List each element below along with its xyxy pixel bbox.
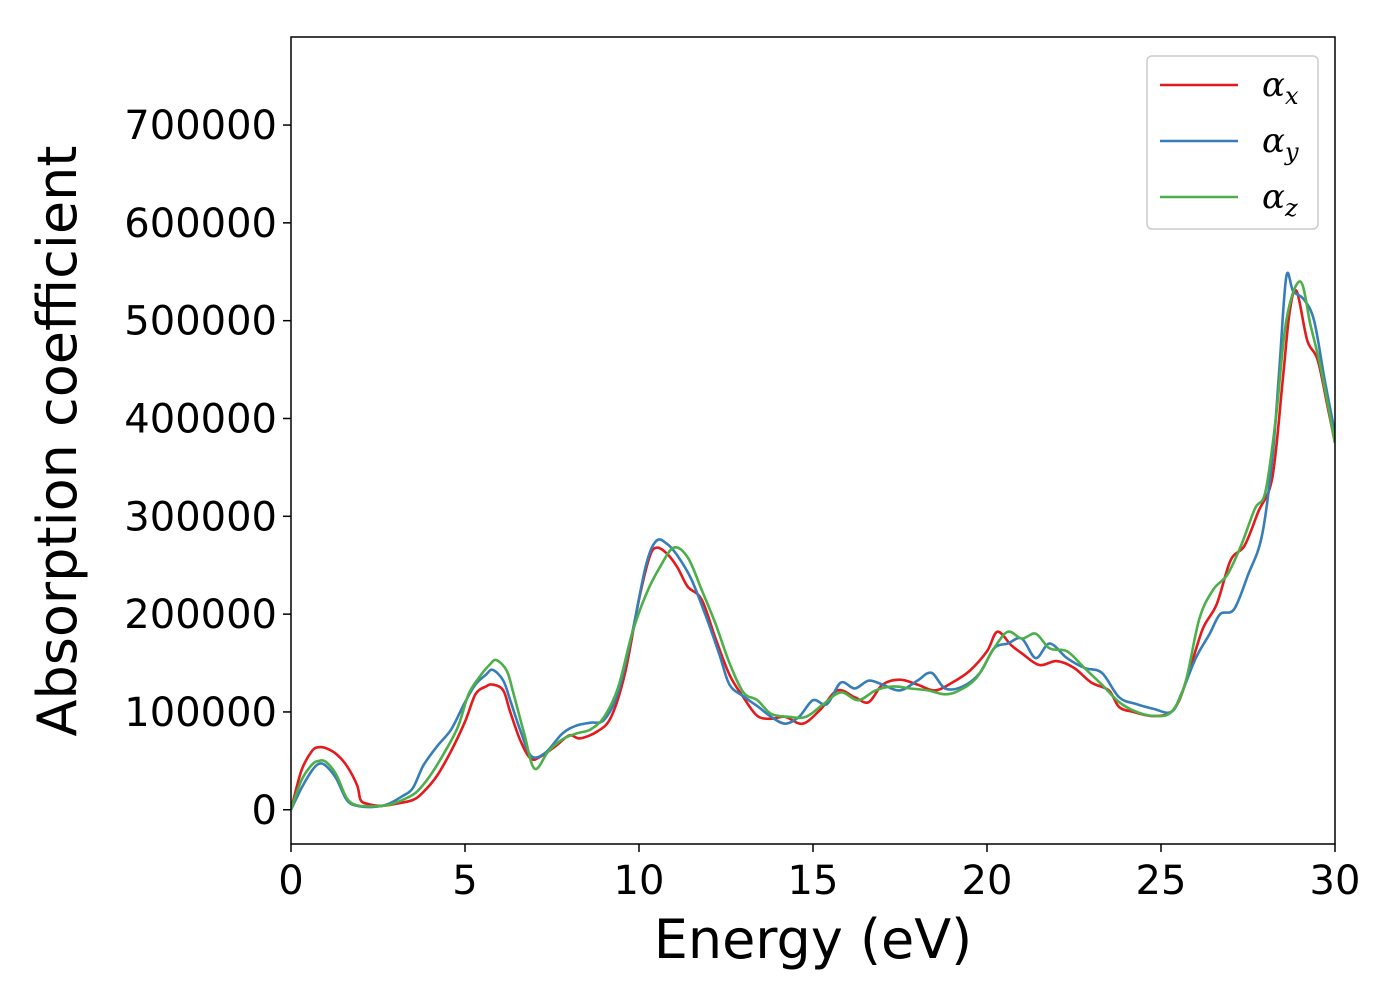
y-axis: 0 100000 200000 300000 400000 500000 600000 700… xyxy=(124,103,291,834)
series-line-alpha-z xyxy=(291,280,1335,811)
y-tick-label: 400000 xyxy=(124,396,277,442)
x-tick-label: 20 xyxy=(962,858,1013,904)
y-axis-label: Absorption coefficient xyxy=(26,146,89,737)
x-tick-label: 30 xyxy=(1310,858,1361,904)
y-tick-label: 100000 xyxy=(124,690,277,736)
legend-label-alpha-x: αx xyxy=(1262,65,1299,110)
y-tick-label: 300000 xyxy=(124,494,277,540)
x-tick-label: 25 xyxy=(1136,858,1187,904)
x-tick-label: 5 xyxy=(452,858,477,904)
y-tick-label: 200000 xyxy=(124,592,277,638)
x-tick-label: 15 xyxy=(788,858,839,904)
legend-box xyxy=(1146,55,1319,230)
x-axis-label: Energy (eV) xyxy=(654,908,973,971)
x-axis: 0 5 10 15 20 25 30 xyxy=(278,844,1360,904)
x-tick-label: 10 xyxy=(614,858,665,904)
y-tick-label: 500000 xyxy=(124,299,277,345)
x-tick-label: 0 xyxy=(278,858,303,904)
legend: αx αy αz xyxy=(1146,55,1319,230)
legend-label-alpha-z: αz xyxy=(1262,177,1298,222)
legend-label-alpha-y: αy xyxy=(1262,121,1299,166)
y-tick-label: 0 xyxy=(252,788,277,834)
series-line-alpha-y xyxy=(291,271,1335,811)
y-tick-label: 600000 xyxy=(124,201,277,247)
series-layer xyxy=(291,271,1335,811)
y-tick-label: 700000 xyxy=(124,103,277,149)
